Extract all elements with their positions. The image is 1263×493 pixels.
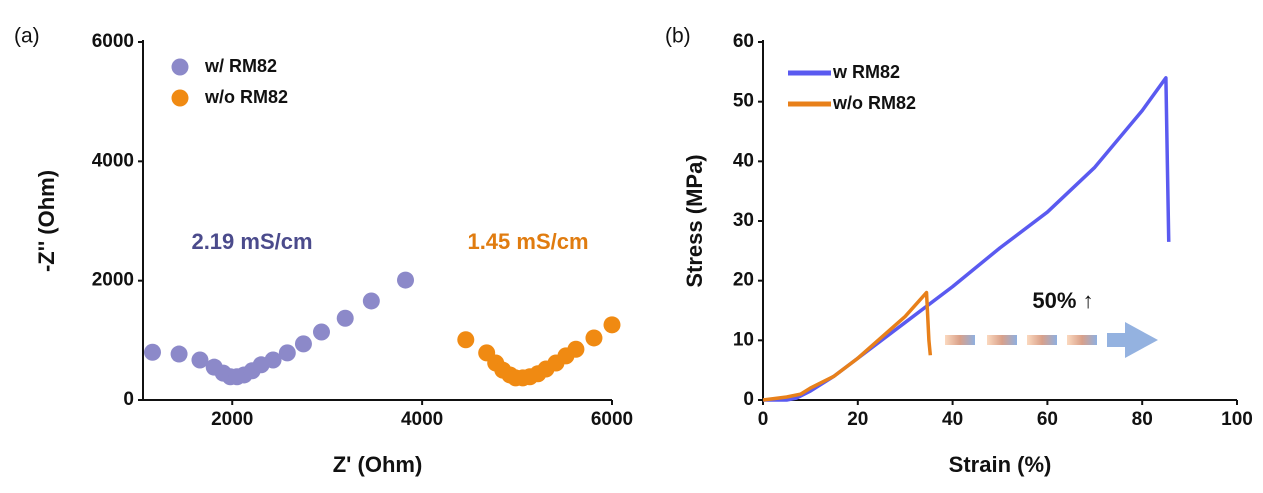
data-point (336, 309, 354, 327)
data-line (763, 76, 1171, 402)
legend-marker (171, 58, 189, 76)
panel-label: (b) (665, 25, 691, 48)
x-tick-label: 20 (847, 409, 868, 430)
y-tick-label: 0 (123, 389, 134, 410)
legend-label: w RM82 (832, 62, 900, 82)
annotation: 1.45 mS/cm (467, 229, 588, 254)
x-tick-label: 6000 (591, 409, 633, 430)
y-tick-label: 4000 (92, 150, 134, 171)
y-tick-label: 60 (733, 31, 754, 52)
x-tick-label: 0 (758, 409, 769, 430)
y-tick-label: 30 (733, 210, 754, 231)
y-tick-label: 50 (733, 91, 754, 112)
x-tick-label: 80 (1132, 409, 1153, 430)
y-axis-title: Stress (MPa) (682, 154, 707, 287)
data-point (457, 331, 475, 349)
y-tick-label: 2000 (92, 270, 134, 291)
data-point (294, 335, 312, 353)
x-tick-label: 100 (1221, 409, 1253, 430)
x-tick-label: 40 (942, 409, 963, 430)
x-axis-title: Z' (Ohm) (333, 452, 423, 477)
strength-arrow (945, 322, 1158, 358)
legend-label: w/o RM82 (204, 87, 288, 107)
x-axis-title: Strain (%) (949, 452, 1052, 477)
data-point (397, 271, 415, 289)
data-point (191, 351, 209, 369)
data-point (264, 351, 282, 369)
y-tick-label: 0 (743, 389, 754, 410)
y-tick-label: 10 (733, 329, 754, 350)
y-axis-title: -Z'' (Ohm) (34, 170, 59, 272)
legend-label: w/o RM82 (832, 93, 916, 113)
x-tick-label: 60 (1037, 409, 1058, 430)
data-point (585, 329, 603, 347)
data-point (143, 343, 161, 361)
data-point (362, 292, 380, 310)
y-tick-label: 6000 (92, 31, 134, 52)
x-tick-label: 2000 (211, 409, 253, 430)
panel-label: (a) (14, 25, 40, 48)
annotation: 50% ↑ (1032, 288, 1093, 313)
data-point (603, 316, 621, 334)
data-point (170, 345, 188, 363)
data-point (278, 344, 296, 362)
annotation: 2.19 mS/cm (191, 229, 312, 254)
data-line (762, 290, 933, 402)
legend-marker (171, 89, 189, 107)
x-tick-label: 4000 (401, 409, 443, 430)
y-tick-label: 40 (733, 150, 754, 171)
y-tick-label: 20 (733, 270, 754, 291)
data-point (312, 323, 330, 341)
data-point (567, 340, 585, 358)
legend-label: w/ RM82 (204, 56, 277, 76)
